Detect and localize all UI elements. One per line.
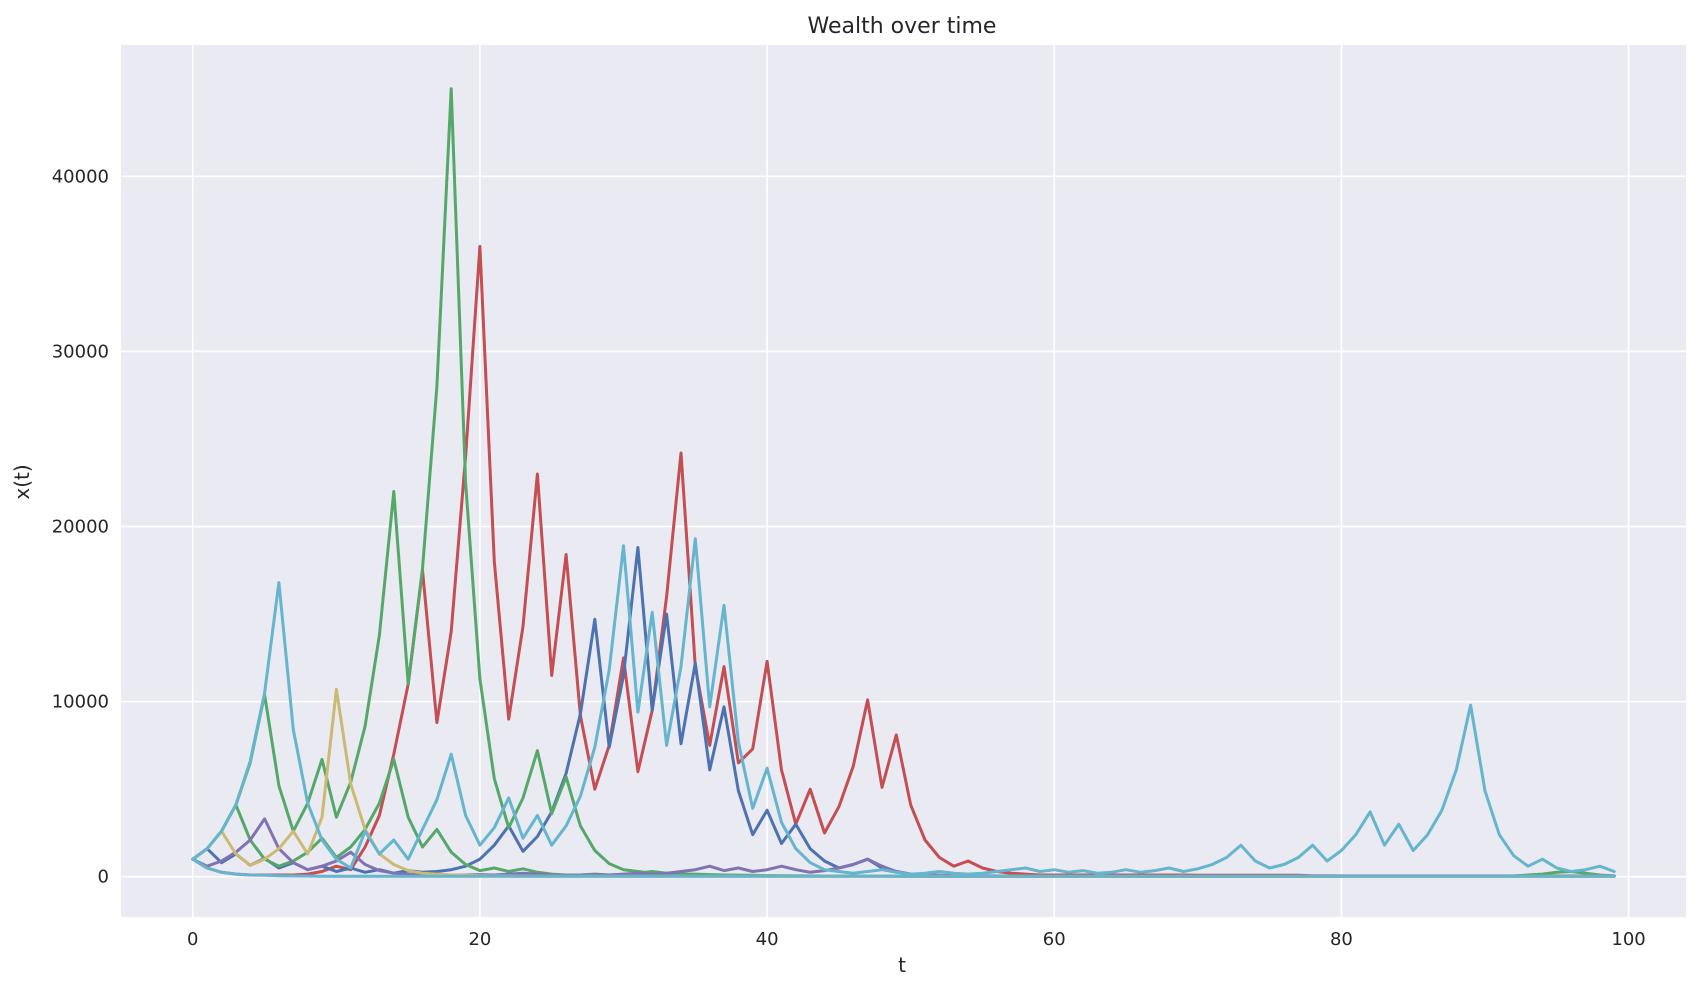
y-tick-label: 20000 bbox=[52, 517, 109, 538]
x-tick-label: 60 bbox=[1043, 929, 1066, 950]
x-tick-label: 0 bbox=[187, 929, 198, 950]
series-line-7 bbox=[191, 537, 1616, 876]
x-tick-label: 80 bbox=[1330, 929, 1353, 950]
y-tick-label: 10000 bbox=[52, 692, 109, 713]
y-tick-label: 40000 bbox=[52, 166, 109, 187]
tick-labels: 0 20 40 60 80 100 0 10000 20000 30000 40000 bbox=[52, 166, 1646, 950]
series-group bbox=[191, 87, 1616, 878]
x-tick-label: 20 bbox=[468, 929, 491, 950]
chart-title: Wealth over time bbox=[808, 14, 997, 39]
series-line-8 bbox=[191, 857, 1616, 878]
y-tick-label: 30000 bbox=[52, 341, 109, 362]
x-tick-label: 40 bbox=[756, 929, 779, 950]
x-axis-label: t bbox=[898, 953, 906, 977]
x-tick-label: 100 bbox=[1611, 929, 1645, 950]
y-axis-label: x(t) bbox=[10, 464, 34, 499]
y-tick-label: 0 bbox=[98, 867, 109, 888]
